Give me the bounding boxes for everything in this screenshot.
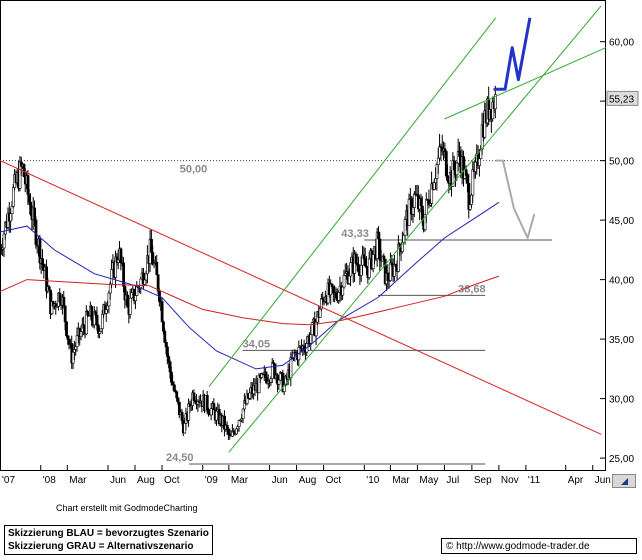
price-body xyxy=(160,301,164,323)
x-tick-label: Aug xyxy=(137,475,155,486)
x-tick-label: Jul xyxy=(446,475,459,486)
x-tick-label: Oct xyxy=(164,475,180,486)
scroll-right-button[interactable] xyxy=(612,474,636,488)
price-body xyxy=(349,262,353,277)
y-tick-label: 35,00 xyxy=(609,335,634,346)
plot-border xyxy=(0,0,606,471)
legend-gray-scenario: Skizzierung GRAU = Alternativszenario xyxy=(8,541,194,552)
y-tick-label: 50,00 xyxy=(609,157,634,168)
plot-area: 50,00 43,33 38,68 34,05 24,50 xyxy=(0,0,607,471)
level-label: 34,05 xyxy=(243,338,271,350)
price-body xyxy=(128,297,132,315)
price-body xyxy=(205,395,209,410)
trend-line xyxy=(0,160,602,435)
level-label: 50,00 xyxy=(180,164,208,176)
x-tick-label: Mar xyxy=(231,475,249,486)
x-tick-label: Jun xyxy=(595,475,611,486)
trend-line xyxy=(208,17,497,388)
level-label: 24,50 xyxy=(166,452,194,464)
x-tick-label: Jun xyxy=(272,475,288,486)
x-tick-label: '11 xyxy=(528,475,541,486)
price-body xyxy=(134,295,137,301)
trend-line xyxy=(444,47,607,120)
arrow-right-icon xyxy=(621,478,628,485)
y-tick-label: 40,00 xyxy=(609,276,634,287)
x-tick-label: May xyxy=(419,475,438,486)
x-tick-label: Oct xyxy=(326,475,342,486)
price-body xyxy=(494,94,497,110)
price-body xyxy=(63,305,67,323)
x-tick-label: Apr xyxy=(568,475,584,486)
price-body xyxy=(65,321,68,336)
level-label: 38,68 xyxy=(458,283,486,295)
price-body xyxy=(413,193,416,208)
price-body xyxy=(478,158,481,166)
last-price-box xyxy=(606,90,639,106)
price-body xyxy=(175,391,179,399)
x-tick-label: Aug xyxy=(299,475,317,486)
x-tick-label: '09 xyxy=(205,475,218,486)
x-tick-label: Jun xyxy=(110,475,126,486)
y-axis: 60,0055,0050,0045,0040,0035,0030,0025,00… xyxy=(600,38,639,465)
price-body xyxy=(155,261,159,276)
blue-scenario-sketch xyxy=(493,17,532,91)
x-tick-label: '08 xyxy=(43,475,56,486)
level-label: 43,33 xyxy=(341,228,369,240)
price-body xyxy=(139,278,143,289)
x-tick-label: Nov xyxy=(501,475,519,486)
legend-blue-scenario: Skizzierung BLAU = bevorzugtes Szenario xyxy=(8,528,209,539)
chart-credit: Chart erstellt mit GodmodeCharting xyxy=(56,503,198,513)
x-tick-label: Mar xyxy=(69,475,87,486)
x-axis: '07 '08 Mar Jun Aug Oct '09 Mar Jun Aug Oct '10 Mar M… xyxy=(0,465,611,486)
price-body xyxy=(342,275,346,288)
price-body xyxy=(47,286,51,291)
moving-average-line xyxy=(0,201,500,370)
x-tick-label: Sep xyxy=(474,475,492,486)
last-price-label: 55,23 xyxy=(609,94,634,105)
trend-line xyxy=(228,5,602,453)
price-body xyxy=(62,296,66,307)
x-tick-label: Mar xyxy=(392,475,410,486)
y-tick-label: 25,00 xyxy=(609,454,634,465)
x-tick-label: '10 xyxy=(366,475,379,486)
price-body xyxy=(382,255,386,260)
scenario-legend: Skizzierung BLAU = bevorzugtes Szenario … xyxy=(4,525,213,555)
copyright-link[interactable]: © http://www.godmode-trader.de xyxy=(441,538,637,554)
moving-average-line xyxy=(0,275,500,326)
y-tick-label: 45,00 xyxy=(609,216,634,227)
x-tick-label: '07 xyxy=(2,475,15,486)
y-tick-label: 30,00 xyxy=(609,395,634,406)
price-body xyxy=(176,397,180,403)
price-body xyxy=(289,357,293,379)
y-tick-label: 60,00 xyxy=(609,38,634,49)
gray-scenario-sketch xyxy=(495,159,536,239)
